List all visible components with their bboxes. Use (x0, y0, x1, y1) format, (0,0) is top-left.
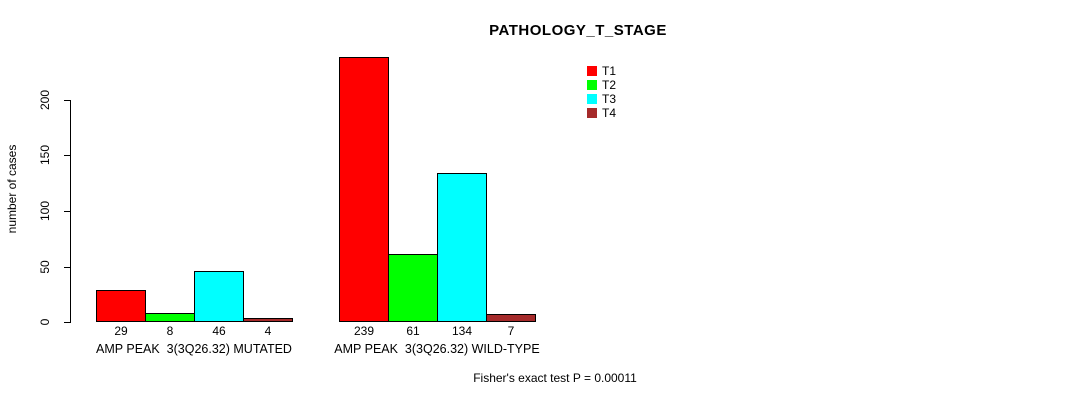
y-tick-label: 0 (38, 318, 52, 326)
y-tick-mark (64, 322, 71, 323)
legend-label: T4 (602, 106, 617, 120)
legend-label: T3 (602, 92, 617, 106)
legend-row: T2 (587, 78, 616, 92)
legend-row: T3 (587, 92, 616, 106)
bar-value-label: 239 (353, 324, 375, 338)
bar-t3 (437, 173, 487, 322)
legend-swatch-icon (587, 66, 597, 76)
bar-t3 (194, 271, 244, 322)
bar-value-label: 29 (114, 324, 128, 338)
bar-t4 (243, 318, 293, 322)
y-tick-label: 200 (38, 89, 52, 111)
y-tick-mark (64, 211, 71, 212)
y-axis-title: number of cases (5, 144, 19, 234)
bar-value-label: 46 (212, 324, 226, 338)
bar-value-label: 4 (264, 324, 272, 338)
legend-swatch-icon (587, 80, 597, 90)
bar-t4 (486, 314, 536, 322)
y-tick-mark (64, 267, 71, 268)
bar-value-label: 8 (166, 324, 174, 338)
bar-value-label: 7 (507, 324, 515, 338)
chart-title: PATHOLOGY_T_STAGE (489, 22, 667, 39)
bar-t2 (388, 254, 438, 322)
y-tick-mark (64, 155, 71, 156)
bar-t1 (96, 290, 146, 322)
legend: T1 T2 T3 T4 (587, 64, 616, 120)
y-tick-label: 50 (38, 260, 52, 274)
legend-label: T2 (602, 78, 617, 92)
legend-label: T1 (602, 64, 617, 78)
legend-swatch-icon (587, 108, 597, 118)
legend-swatch-icon (587, 94, 597, 104)
fisher-test-annotation: Fisher's exact test P = 0.00011 (473, 371, 637, 385)
y-tick-mark (64, 100, 71, 101)
bar-t1 (339, 57, 389, 322)
y-tick-label: 150 (38, 144, 52, 166)
bar-value-label: 134 (451, 324, 473, 338)
bar-t2 (145, 313, 195, 322)
legend-row: T4 (587, 106, 616, 120)
y-tick-label: 100 (38, 200, 52, 222)
bar-value-label: 61 (406, 324, 420, 338)
group-label-mutated: AMP PEAK 3(3Q26.32) MUTATED (96, 342, 292, 356)
legend-row: T1 (587, 64, 616, 78)
group-label-wild-type: AMP PEAK 3(3Q26.32) WILD-TYPE (334, 342, 540, 356)
